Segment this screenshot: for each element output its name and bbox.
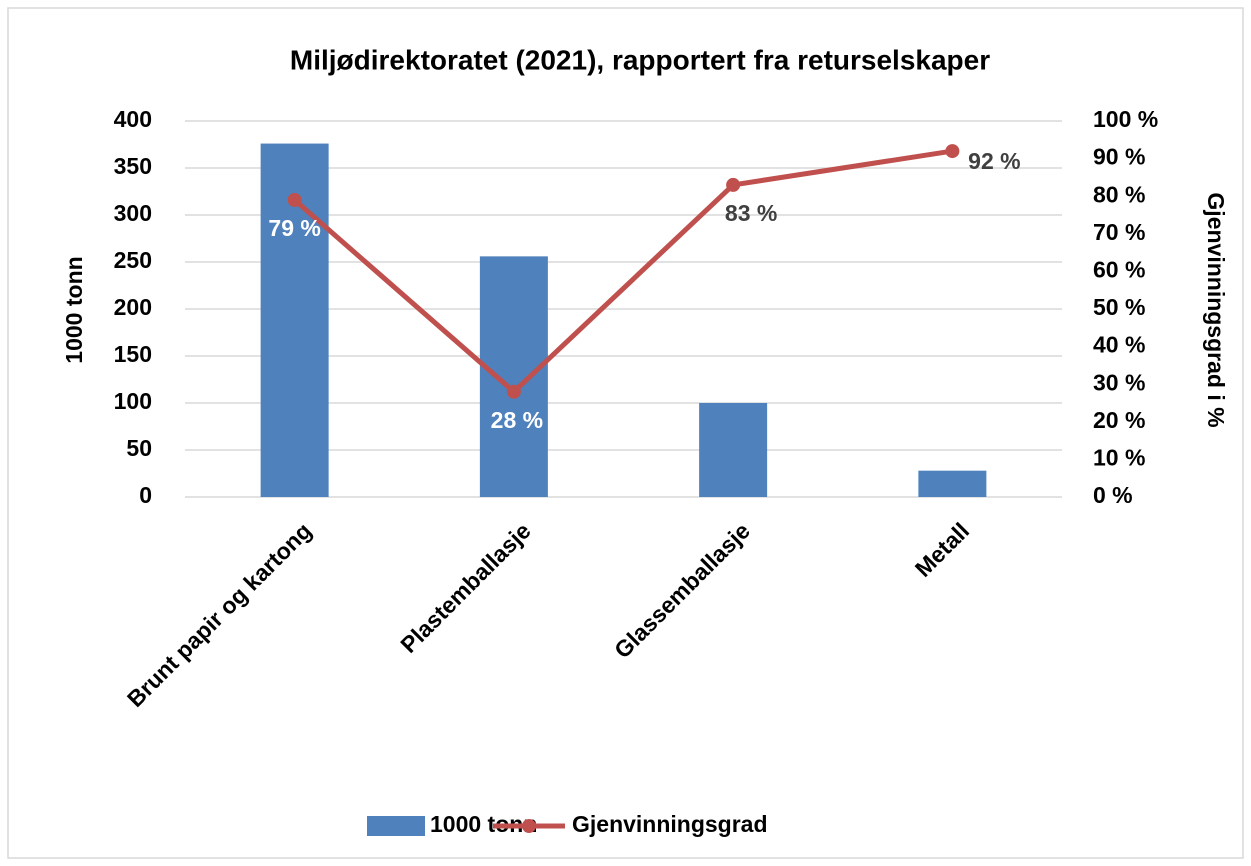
y2-tick-label: 0 %: [1093, 482, 1133, 508]
line-point: [506, 384, 521, 399]
legend-marker: [522, 819, 536, 833]
chart-title: Miljødirektoratet (2021), rapportert fra…: [290, 44, 990, 75]
data-label: 79 %: [268, 215, 320, 241]
y2-tick-label: 50 %: [1093, 294, 1145, 320]
y2-tick-label: 30 %: [1093, 369, 1145, 395]
y-tick-label: 50: [126, 435, 152, 461]
y2-tick-label: 80 %: [1093, 181, 1145, 207]
y-tick-label: 250: [114, 247, 152, 273]
line: [292, 148, 953, 396]
legend-label: Gjenvinningsgrad: [572, 811, 768, 837]
y-tick-label: 300: [114, 200, 152, 226]
line-point: [945, 144, 960, 159]
y-tick-label: 350: [114, 153, 152, 179]
bar: [479, 256, 548, 497]
data-label: 92 %: [968, 148, 1020, 174]
legend-swatch: [367, 816, 425, 836]
line-point: [726, 177, 741, 192]
y2-tick-label: 10 %: [1093, 444, 1145, 470]
bar: [699, 403, 768, 497]
data-label: 28 %: [491, 407, 543, 433]
y2-tick-label: 40 %: [1093, 332, 1145, 358]
line-point: [287, 192, 302, 207]
y-axis-label: 1000 tonn: [61, 256, 87, 363]
y2-tick-label: 90 %: [1093, 144, 1145, 170]
y-tick-label: 400: [114, 106, 152, 132]
bar: [918, 470, 987, 497]
y-tick-label: 150: [114, 341, 152, 367]
y2-tick-label: 70 %: [1093, 219, 1145, 245]
y-tick-label: 100: [114, 388, 152, 414]
y2-tick-label: 60 %: [1093, 256, 1145, 282]
y-tick-label: 200: [114, 294, 152, 320]
y2-tick-label: 100 %: [1093, 106, 1158, 132]
y-tick-label: 0: [139, 482, 152, 508]
chart-border: [7, 7, 1244, 859]
y2-axis-label: Gjenvinningsgrad i %: [1203, 192, 1229, 427]
data-label: 83 %: [725, 200, 777, 226]
y2-tick-label: 20 %: [1093, 407, 1145, 433]
